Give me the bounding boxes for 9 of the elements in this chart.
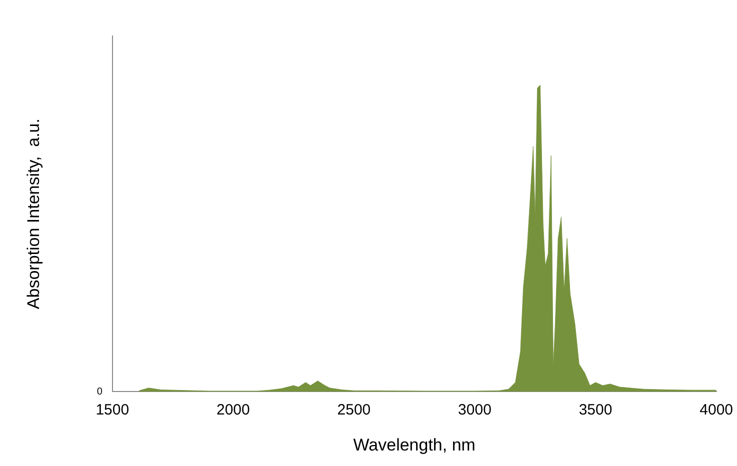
y-axis-title: Absorption Intensity, a.u. — [24, 118, 43, 310]
x-axis-title: Wavelength, nm — [353, 435, 476, 454]
x-tick-label: 3000 — [458, 402, 492, 419]
x-tick-label: 4000 — [700, 402, 734, 419]
x-tick-label: 2000 — [216, 402, 250, 419]
text: 0 — [96, 386, 103, 398]
x-tick-label: 1500 — [96, 402, 130, 419]
x-tick-label: 2500 — [337, 402, 371, 419]
x-tick-label: 3500 — [578, 402, 612, 419]
